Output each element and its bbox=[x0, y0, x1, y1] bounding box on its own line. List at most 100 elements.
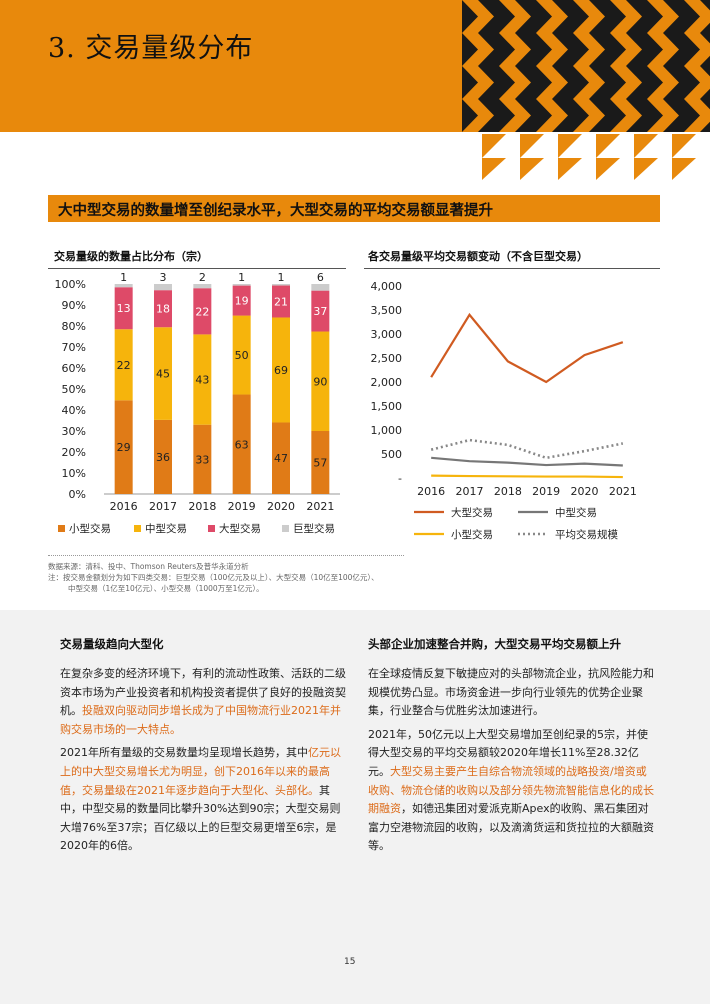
chevron-shape bbox=[647, 99, 679, 132]
bar-chart: 0%10%20%30%40%50%60%70%80%90%100%2922131… bbox=[55, 271, 340, 535]
chevron-shape bbox=[610, 66, 642, 99]
bar-segment bbox=[272, 284, 290, 286]
legend-label: 大型交易 bbox=[219, 522, 261, 535]
y-tick-label: 60% bbox=[62, 362, 86, 375]
line-chart-title-rule bbox=[364, 268, 660, 269]
text-run: ，如德迅集团对爱派克斯Apex的收购、黑石集团对富力空港物流园的收购，以及滴滴货… bbox=[368, 802, 654, 853]
chevron-shape bbox=[499, 66, 531, 99]
data-label: 2 bbox=[199, 271, 206, 284]
data-label: 57 bbox=[313, 457, 327, 470]
triangle-shape bbox=[672, 134, 696, 158]
banner-title: 大中型交易的数量增至创纪录水平，大型交易的平均交易额显著提升 bbox=[58, 203, 493, 219]
data-label: 22 bbox=[117, 359, 131, 372]
y-tick-label: 70% bbox=[62, 341, 86, 354]
y-tick-label: 30% bbox=[62, 425, 86, 438]
x-tick-label: 2017 bbox=[456, 485, 484, 498]
y-tick-label: 80% bbox=[62, 320, 86, 333]
bar-segment bbox=[232, 394, 251, 494]
data-label: 19 bbox=[235, 295, 249, 308]
chevron-shape bbox=[684, 0, 710, 33]
y-tick-label: 3,500 bbox=[371, 304, 403, 317]
data-label: 1 bbox=[120, 271, 127, 284]
legend-swatch bbox=[134, 525, 141, 532]
series-line bbox=[430, 312, 624, 384]
bar-segment bbox=[193, 284, 212, 289]
x-tick-label: 2021 bbox=[306, 500, 334, 513]
bar-segment bbox=[154, 419, 172, 494]
text-run: 2021年所有量级的交易数量均呈现增长趋势，其中 bbox=[60, 746, 308, 760]
data-label: 47 bbox=[274, 452, 288, 465]
right-paragraph-1: 在全球疫情反复下敏捷应对的头部物流企业，抗风险能力和规模优势凸显。市场资金进一步… bbox=[368, 665, 654, 721]
y-tick-label: 1,000 bbox=[371, 424, 403, 437]
chevron-shape bbox=[647, 0, 679, 33]
legend-swatch bbox=[208, 525, 215, 532]
bar-segment bbox=[232, 284, 251, 286]
y-tick-label: 0% bbox=[69, 488, 86, 501]
data-label: 33 bbox=[195, 453, 209, 466]
chevron-shape bbox=[684, 33, 710, 66]
data-label: 69 bbox=[274, 364, 288, 377]
x-tick-label: 2021 bbox=[609, 485, 637, 498]
chevron-shape bbox=[684, 99, 710, 132]
chevron-shape bbox=[573, 99, 605, 132]
page-number: 15 bbox=[344, 957, 356, 967]
data-label: 22 bbox=[195, 305, 209, 318]
bar-segment bbox=[193, 288, 212, 335]
chevron-pattern bbox=[462, 0, 710, 180]
chevron-shape bbox=[536, 0, 568, 33]
y-tick-label: 10% bbox=[62, 467, 86, 480]
bar-segment bbox=[272, 317, 290, 423]
y-tick-label: 20% bbox=[62, 446, 86, 459]
legend-label: 大型交易 bbox=[451, 506, 493, 519]
bar-segment bbox=[232, 285, 251, 316]
x-tick-label: 2020 bbox=[571, 485, 599, 498]
legend-swatch bbox=[282, 525, 289, 532]
x-tick-label: 2016 bbox=[417, 485, 445, 498]
chevron-shape bbox=[573, 66, 605, 99]
left-paragraph-2: 2021年所有量级的交易数量均呈现增长趋势，其中亿元以上的中大型交易增长尤为明显… bbox=[60, 744, 346, 856]
bar-segment bbox=[311, 331, 330, 431]
legend-label: 中型交易 bbox=[145, 522, 187, 535]
y-tick-label: 500 bbox=[381, 448, 402, 461]
data-label: 3 bbox=[160, 271, 167, 284]
highlight-run: 投融双向驱动同步增长成为了中国物流行业2021年并购交易市场的一大特点。 bbox=[60, 704, 341, 736]
data-label: 45 bbox=[156, 368, 170, 381]
triangle-shape bbox=[596, 134, 620, 158]
y-tick-label: 4,000 bbox=[371, 280, 403, 293]
x-tick-label: 2019 bbox=[228, 500, 256, 513]
banner-bar bbox=[48, 195, 660, 222]
x-tick-label: 2018 bbox=[188, 500, 216, 513]
section-title: 3. 交易量级分布 bbox=[48, 33, 254, 64]
series-line bbox=[430, 438, 624, 460]
data-label: 1 bbox=[278, 271, 285, 284]
triangle-shape bbox=[558, 134, 582, 158]
bar-segment bbox=[311, 290, 330, 332]
data-label: 21 bbox=[274, 296, 288, 309]
triangle-shape bbox=[482, 158, 506, 180]
left-column: 交易量级趋向大型化 在复杂多变的经济环境下，有利的流动性政策、活跃的二级资本市场… bbox=[60, 636, 346, 861]
data-label: 6 bbox=[317, 271, 324, 284]
line-chart: - 500 1,000 1,500 2,000 2,500 3,000 3,500 4,000 2… bbox=[371, 280, 637, 541]
bar-segment bbox=[272, 422, 290, 494]
highlight-run: 大型交易主要产生自综合物流领域的战略投资/增资或收购、物流仓储的收购以及部分领先… bbox=[368, 764, 654, 816]
bar-segment bbox=[154, 290, 172, 328]
chevron-shape bbox=[610, 0, 642, 33]
bar-segment bbox=[114, 287, 133, 330]
bar-chart-title-rule bbox=[48, 268, 346, 269]
legend-label: 平均交易规模 bbox=[555, 528, 618, 541]
triangle-shape bbox=[520, 158, 544, 180]
chevron-shape bbox=[462, 99, 494, 132]
chevron-shape bbox=[462, 0, 494, 33]
triangle-shape bbox=[672, 158, 696, 180]
series-line bbox=[431, 474, 623, 479]
triangle-shape bbox=[634, 158, 658, 180]
chevron-shape bbox=[462, 66, 494, 99]
data-label: 13 bbox=[117, 302, 131, 315]
data-label: 1 bbox=[238, 271, 245, 284]
y-tick-label: 100% bbox=[55, 278, 86, 291]
right-column-heading: 头部企业加速整合并购，大型交易平均交易额上升 bbox=[368, 637, 621, 651]
bar-segment bbox=[232, 315, 251, 395]
x-tick-label: 2017 bbox=[149, 500, 177, 513]
y-tick-label: 40% bbox=[62, 404, 86, 417]
bar-segment bbox=[114, 284, 133, 288]
